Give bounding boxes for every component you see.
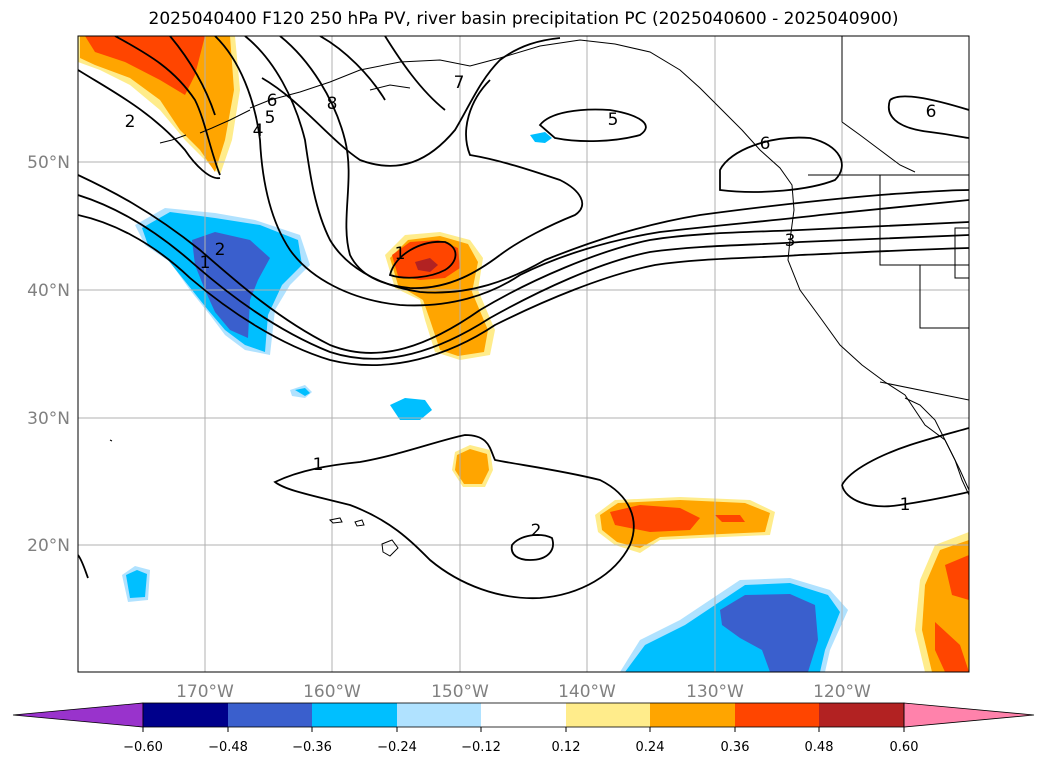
contour-label: 6 <box>760 134 771 154</box>
contour-label: 8 <box>327 94 338 114</box>
latitude-labels: 50°N 40°N 30°N 20°N <box>27 153 70 556</box>
lon-label-160w: 160°W <box>303 682 361 702</box>
colorbar-tick: −0.60 <box>123 740 163 755</box>
contour-label: 5 <box>608 110 619 130</box>
contour-label: 1 <box>395 244 406 264</box>
lon-label-140w: 140°W <box>558 682 616 702</box>
contour-label: 1 <box>900 495 911 515</box>
contour-label: 2 <box>125 112 136 132</box>
colorbar-swatch <box>397 703 481 727</box>
colorbar-tick: −0.48 <box>208 740 248 755</box>
lon-label-120w: 120°W <box>813 682 871 702</box>
colorbar-tick: −0.24 <box>377 740 417 755</box>
colorbar-tick: 0.12 <box>552 740 581 755</box>
contour-label: 6 <box>926 102 937 122</box>
colorbar-swatch <box>735 703 819 727</box>
lat-label-50n: 50°N <box>27 153 70 173</box>
colorbar-tick: 0.36 <box>721 740 750 755</box>
contour-label: 2 <box>531 521 542 541</box>
contour-label: 5 <box>265 108 276 128</box>
pv-contours <box>78 36 969 600</box>
contour-label: 6 <box>267 91 278 111</box>
contour-label: 1 <box>313 455 324 475</box>
precip-shading <box>78 36 969 672</box>
colorbar-tick: −0.12 <box>461 740 501 755</box>
lon-label-150w: 150°W <box>431 682 489 702</box>
pv-contour-labels: 2 1 2 6 5 4 8 7 5 6 6 3 1 1 1 2 <box>125 73 937 541</box>
colorbar-swatch <box>481 703 566 727</box>
contour-label: 7 <box>454 73 465 93</box>
map-plot-area: 2 1 2 6 5 4 8 7 5 6 6 3 1 1 1 2 <box>78 36 969 672</box>
colorbar-swatch <box>312 703 397 727</box>
colorbar-min-extend <box>12 702 144 728</box>
lon-label-130w: 130°W <box>686 682 744 702</box>
lat-label-30n: 30°N <box>27 409 70 429</box>
lat-label-20n: 20°N <box>27 536 70 556</box>
colorbar: −0.60 −0.48 −0.36 −0.24 −0.12 0.12 0.24 … <box>12 702 1035 755</box>
map-frame <box>77 35 970 673</box>
contour-label: 2 <box>215 240 226 260</box>
colorbar-swatch <box>650 703 735 727</box>
colorbar-swatch <box>566 703 650 727</box>
contour-label: 3 <box>785 231 796 251</box>
colorbar-swatch <box>143 703 228 727</box>
colorbar-max-extend <box>903 702 1035 728</box>
colorbar-tick: −0.36 <box>292 740 332 755</box>
colorbar-swatch <box>228 703 312 727</box>
lat-label-40n: 40°N <box>27 281 70 301</box>
colorbar-swatch <box>819 703 904 727</box>
lon-label-170w: 170°W <box>176 682 234 702</box>
colorbar-tick: 0.24 <box>636 740 665 755</box>
colorbar-tick: 0.60 <box>890 740 919 755</box>
map-title: 2025040400 F120 250 hPa PV, river basin … <box>148 9 899 29</box>
contour-label: 1 <box>200 253 211 273</box>
contour-label: 4 <box>253 121 264 141</box>
colorbar-tick: 0.48 <box>805 740 834 755</box>
longitude-labels: 170°W 160°W 150°W 140°W 130°W 120°W <box>176 682 871 702</box>
